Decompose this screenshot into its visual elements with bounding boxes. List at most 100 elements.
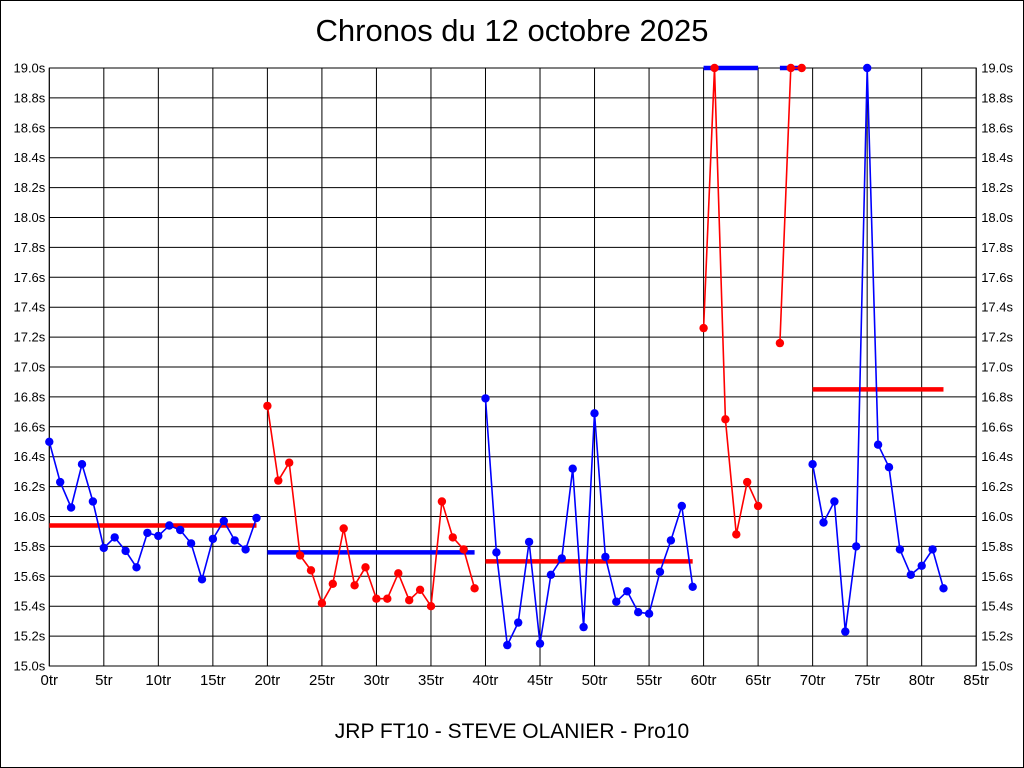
x-axis-label: 55tr	[636, 672, 662, 689]
data-point-run-1	[132, 563, 141, 572]
data-point-run-6	[895, 545, 905, 554]
y-axis-label-left: 18.2s	[13, 180, 45, 195]
y-axis-label-right: 15.0s	[981, 659, 1013, 674]
x-axis-label: 30tr	[364, 672, 390, 689]
data-point-run-3	[503, 640, 512, 650]
y-axis-label-right: 18.0s	[981, 210, 1013, 225]
data-point-run-6	[884, 463, 894, 472]
data-point-run-1	[219, 516, 228, 526]
data-point-run-2	[372, 594, 381, 603]
y-axis-label-right: 18.6s	[981, 120, 1013, 135]
data-point-run-5	[775, 338, 785, 348]
data-point-run-6	[873, 440, 883, 449]
data-point-run-3	[590, 409, 599, 418]
data-point-run-1	[110, 533, 119, 542]
x-axis-label: 0tr	[41, 672, 59, 689]
plot-border	[48, 67, 977, 667]
data-point-run-1	[197, 575, 207, 584]
data-point-run-3	[644, 609, 654, 618]
data-point-run-3	[623, 587, 632, 596]
data-point-run-1	[56, 477, 65, 487]
data-point-run-3	[524, 537, 534, 547]
data-point-run-1	[176, 525, 185, 535]
y-axis-label-left: 16.8s	[13, 389, 45, 404]
y-axis-label-left: 15.6s	[13, 569, 45, 584]
data-point-run-2	[437, 497, 447, 506]
data-point-run-1	[99, 543, 109, 553]
data-point-run-1	[208, 534, 218, 544]
x-axis-label: 25tr	[309, 672, 335, 689]
data-point-run-2	[426, 602, 436, 611]
data-point-run-2	[394, 569, 403, 578]
data-point-run-6	[939, 584, 948, 593]
data-point-run-2	[306, 566, 316, 575]
x-axis-label: 85tr	[963, 672, 989, 689]
y-axis-label-right: 15.2s	[981, 629, 1013, 644]
x-axis-label: 15tr	[200, 672, 226, 689]
data-point-run-2	[285, 458, 294, 467]
data-point-run-2	[339, 524, 348, 533]
data-point-run-6	[830, 497, 839, 506]
x-axis-label: 60tr	[691, 672, 717, 689]
data-point-run-1	[143, 528, 152, 538]
data-point-run-2	[448, 533, 457, 542]
data-point-run-3	[514, 618, 523, 627]
chart-subtitle: JRP FT10 - STEVE OLANIER - Pro10	[334, 720, 690, 743]
y-axis-label-left: 17.2s	[13, 330, 45, 345]
data-point-run-3	[546, 570, 556, 579]
series-line-run-4	[702, 67, 759, 535]
data-point-run-4	[753, 501, 763, 511]
y-axis-label-left: 17.8s	[13, 240, 45, 255]
data-point-run-6	[863, 63, 872, 73]
y-axis-label-right: 16.4s	[981, 449, 1013, 464]
y-axis-label-right: 16.8s	[981, 389, 1013, 404]
data-point-run-1	[66, 503, 76, 512]
data-point-run-6	[928, 545, 937, 554]
y-axis-label-right: 17.4s	[981, 300, 1013, 315]
y-axis-label-right: 19.0s	[981, 61, 1013, 76]
y-axis-label-left: 15.8s	[13, 539, 45, 554]
data-point-run-3	[601, 552, 610, 562]
y-axis-label-left: 15.2s	[13, 629, 45, 644]
data-point-run-3	[568, 464, 577, 473]
x-axis-label: 40tr	[473, 672, 499, 689]
data-point-run-3	[634, 608, 643, 617]
data-point-run-3	[492, 548, 501, 557]
data-point-run-6	[808, 460, 817, 469]
x-axis-label: 80tr	[909, 672, 935, 689]
data-point-run-6	[906, 570, 915, 579]
data-point-run-1	[241, 545, 250, 554]
data-point-run-4	[721, 415, 730, 424]
data-point-run-4	[710, 63, 719, 73]
data-point-run-1	[121, 546, 130, 556]
data-point-run-3	[535, 639, 545, 648]
y-axis-label-right: 18.2s	[981, 180, 1013, 195]
y-axis-label-left: 17.6s	[13, 270, 45, 285]
data-point-run-3	[557, 554, 566, 563]
data-point-run-2	[383, 594, 392, 603]
y-axis-label-left: 18.0s	[13, 210, 45, 225]
y-axis-label-left: 18.4s	[13, 150, 45, 165]
x-axis-label: 5tr	[95, 672, 113, 689]
x-axis-label: 45tr	[527, 672, 553, 689]
data-point-run-1	[165, 521, 174, 530]
data-point-run-2	[263, 401, 272, 411]
data-point-run-6	[841, 627, 850, 636]
y-axis-label-left: 17.0s	[13, 360, 45, 375]
y-axis-label-left: 18.6s	[13, 120, 45, 135]
data-point-run-6	[852, 542, 861, 551]
data-point-run-3	[666, 536, 676, 545]
data-point-run-3	[688, 582, 697, 591]
y-axis-label-left: 16.2s	[13, 479, 45, 494]
y-axis-label-right: 16.0s	[981, 509, 1013, 524]
x-axis-label: 10tr	[145, 672, 171, 689]
y-axis-label-right: 17.2s	[981, 330, 1013, 345]
y-axis-label-left: 17.4s	[13, 300, 45, 315]
y-axis-label-right: 17.6s	[981, 270, 1013, 285]
data-point-run-1	[88, 497, 98, 506]
data-point-run-2	[274, 476, 283, 485]
data-point-run-4	[743, 477, 752, 487]
data-point-run-2	[317, 599, 327, 608]
